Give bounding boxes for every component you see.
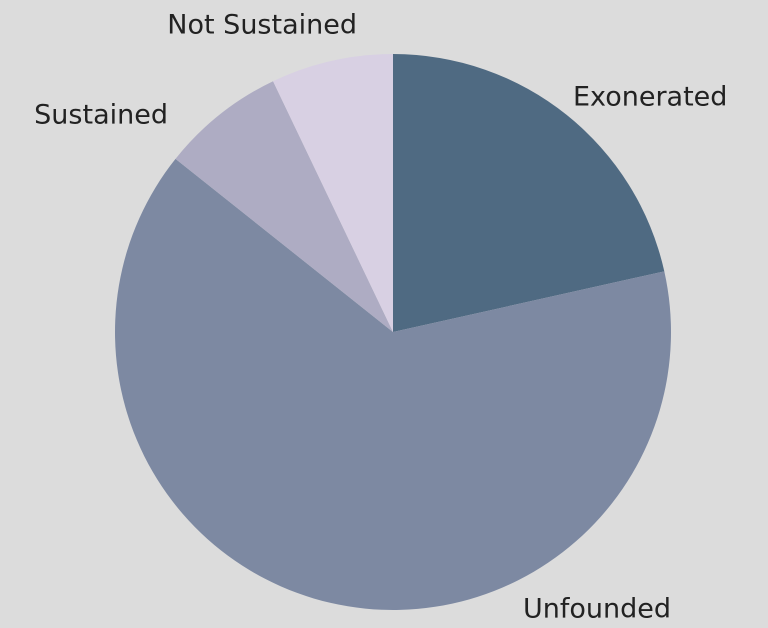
slice-label: Exonerated (573, 82, 727, 113)
slice-label: Not Sustained (167, 10, 357, 41)
slice-label: Unfounded (523, 594, 671, 625)
slice-label: Sustained (34, 100, 168, 131)
pie-slice (393, 54, 665, 332)
pie-slice (175, 81, 393, 332)
pie-slice (273, 54, 393, 332)
pie-slice (114, 158, 672, 610)
